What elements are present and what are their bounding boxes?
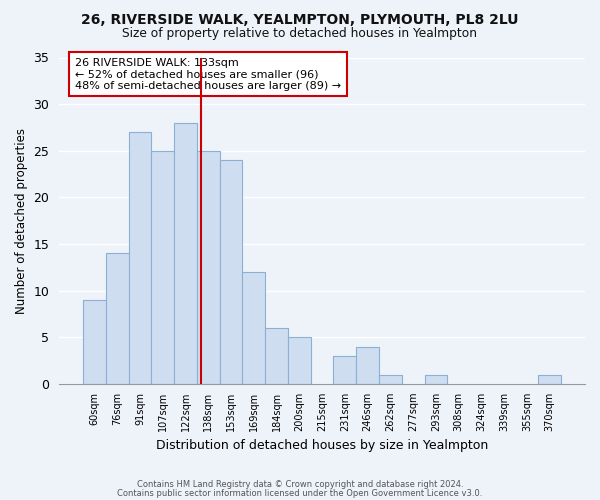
- Bar: [106, 254, 128, 384]
- Bar: [128, 132, 151, 384]
- Text: Size of property relative to detached houses in Yealmpton: Size of property relative to detached ho…: [122, 28, 478, 40]
- Bar: [538, 374, 561, 384]
- Bar: [425, 374, 447, 384]
- Text: 26, RIVERSIDE WALK, YEALMPTON, PLYMOUTH, PL8 2LU: 26, RIVERSIDE WALK, YEALMPTON, PLYMOUTH,…: [81, 12, 519, 26]
- Bar: [83, 300, 106, 384]
- Text: Contains public sector information licensed under the Open Government Licence v3: Contains public sector information licen…: [118, 488, 482, 498]
- X-axis label: Distribution of detached houses by size in Yealmpton: Distribution of detached houses by size …: [156, 440, 488, 452]
- Bar: [242, 272, 265, 384]
- Bar: [356, 346, 379, 384]
- Bar: [379, 374, 402, 384]
- Bar: [288, 338, 311, 384]
- Bar: [197, 151, 220, 384]
- Y-axis label: Number of detached properties: Number of detached properties: [15, 128, 28, 314]
- Bar: [220, 160, 242, 384]
- Text: 26 RIVERSIDE WALK: 133sqm
← 52% of detached houses are smaller (96)
48% of semi-: 26 RIVERSIDE WALK: 133sqm ← 52% of detac…: [75, 58, 341, 90]
- Bar: [174, 123, 197, 384]
- Bar: [151, 151, 174, 384]
- Text: Contains HM Land Registry data © Crown copyright and database right 2024.: Contains HM Land Registry data © Crown c…: [137, 480, 463, 489]
- Bar: [265, 328, 288, 384]
- Bar: [334, 356, 356, 384]
